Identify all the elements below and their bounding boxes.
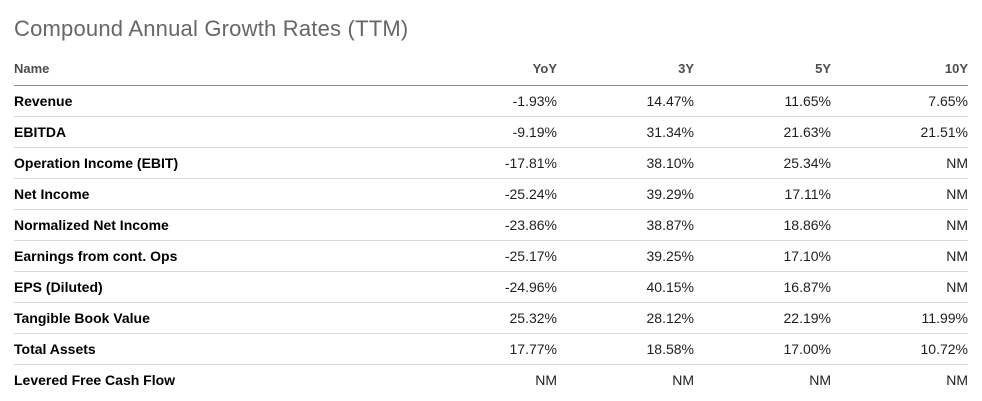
row-value: 22.19% [694,302,831,334]
row-label: Revenue [14,85,420,117]
row-value: 18.58% [557,333,694,365]
row-value: NM [831,240,968,272]
row-value: 7.65% [831,85,968,117]
row-value: 38.87% [557,209,694,241]
row-label: Net Income [14,178,420,210]
row-value: 40.15% [557,271,694,303]
row-value: 14.47% [557,85,694,117]
row-label: Operation Income (EBIT) [14,147,420,179]
row-value: 25.34% [694,147,831,179]
row-value: 25.32% [420,302,557,334]
row-value: NM [809,372,831,388]
table-row: Normalized Net Income -23.86% 38.87% 18.86%… [14,209,968,241]
table-row: EBITDA -9.19% 31.34% 21.63% 21.51% [14,116,968,148]
row-label: Normalized Net Income [14,209,420,241]
row-label: Tangible Book Value [14,302,420,334]
column-header-yoy: YoY [420,55,557,86]
row-value: 28.12% [557,302,694,334]
row-value: 21.63% [694,116,831,148]
row-label: EBITDA [14,116,420,148]
table-row: Levered Free Cash Flow NM NM NM NM [14,365,968,396]
row-value: -24.96% [420,271,557,303]
row-value: NM [831,178,968,210]
table-row: Revenue -1.93% 14.47% 11.65% 7.65% [14,85,968,117]
table-row: Net Income -25.24% 39.29% 17.11% NM [14,178,968,210]
column-header-5y: 5Y [694,55,831,86]
row-value: -9.19% [420,116,557,148]
row-value: NM [831,271,968,303]
table-row: Tangible Book Value 25.32% 28.12% 22.19% 11.… [14,302,968,334]
row-label: Earnings from cont. Ops [14,240,420,272]
row-value: 17.10% [694,240,831,272]
row-value: 11.65% [694,85,831,117]
page-title: Compound Annual Growth Rates (TTM) [14,16,409,41]
column-header-10y: 10Y [831,55,968,86]
row-value: 17.00% [694,333,831,365]
row-value: 18.86% [694,209,831,241]
row-value: 11.99% [831,302,968,334]
row-value: NM [535,372,557,388]
row-value: 38.10% [557,147,694,179]
row-label: Levered Free Cash Flow [14,372,176,388]
row-value: 31.34% [557,116,694,148]
table-header-row: Name YoY 3Y 5Y 10Y [14,55,968,86]
row-value: -23.86% [420,209,557,241]
row-value: 39.29% [557,178,694,210]
row-value: -25.24% [420,178,557,210]
table-row: Operation Income (EBIT) -17.81% 38.10% 25.3… [14,147,968,179]
table-row: Earnings from cont. Ops -25.17% 39.25% 17.1… [14,240,968,272]
table-body: Revenue -1.93% 14.47% 11.65% 7.65% EBITDA -9.1… [14,85,968,396]
column-header-3y: 3Y [557,55,694,86]
row-value: 17.77% [420,333,557,365]
row-value: 39.25% [557,240,694,272]
row-value: NM [946,372,968,388]
table-row: Total Assets 17.77% 18.58% 17.00% 10.72% [14,333,968,365]
row-value: -25.17% [420,240,557,272]
row-label: Total Assets [14,333,420,365]
cagr-table: Name YoY 3Y 5Y 10Y Revenue -1.93% 14.47% 11… [14,55,968,395]
row-value: NM [672,372,694,388]
row-value: -17.81% [420,147,557,179]
row-value: 10.72% [831,333,968,365]
row-value: NM [831,209,968,241]
row-value: 16.87% [694,271,831,303]
column-header-name: Name [14,55,420,86]
row-value: NM [831,147,968,179]
row-value: 17.11% [694,178,831,210]
table-row: EPS (Diluted) -24.96% 40.15% 16.87% NM [14,271,968,303]
row-value: -1.93% [420,85,557,117]
row-label: EPS (Diluted) [14,271,420,303]
row-value: 21.51% [831,116,968,148]
